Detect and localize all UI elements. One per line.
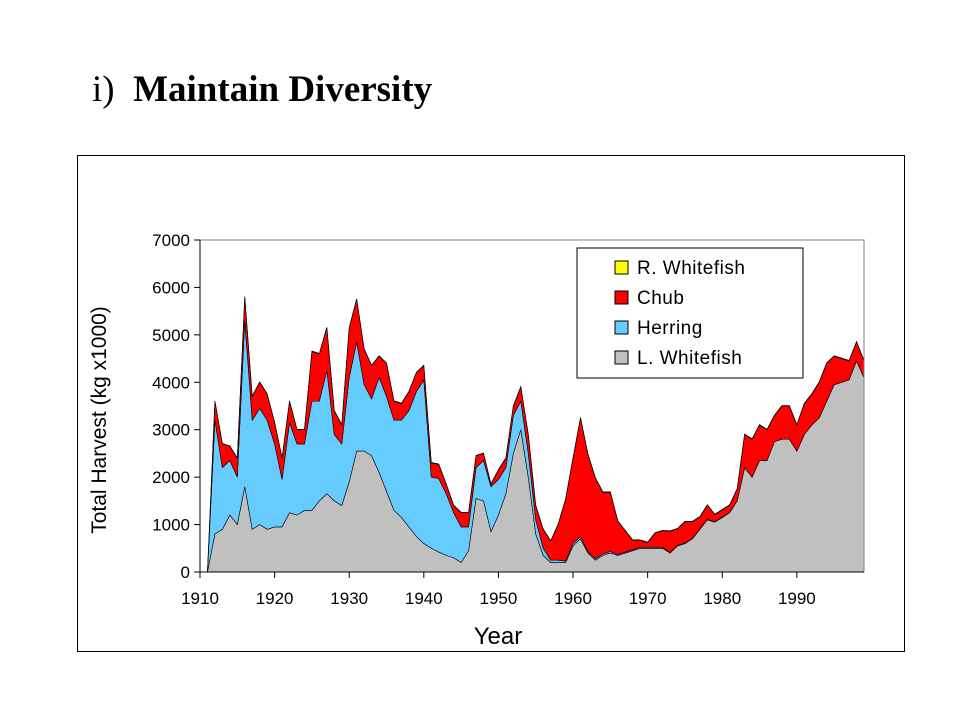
x-tick-label: 1940 — [405, 589, 443, 608]
x-tick-label: 1970 — [629, 589, 667, 608]
y-tick-label: 7000 — [152, 231, 190, 250]
slide-title: i) Maintain Diversity — [92, 68, 432, 111]
x-tick-label: 1960 — [554, 589, 592, 608]
y-tick-label: 0 — [181, 563, 190, 582]
y-tick-label: 5000 — [152, 326, 190, 345]
y-tick-label: 1000 — [152, 516, 190, 535]
legend-label-herring: Herring — [637, 318, 703, 339]
harvest-chart: 0 1000 2000 3000 4000 5000 6000 7000 1910 1920 193… — [88, 231, 865, 650]
x-tick-label: 1990 — [778, 589, 816, 608]
legend-swatch-herring — [614, 320, 629, 335]
y-axis-title: Total Harvest (kg x1000) — [88, 306, 111, 534]
y-tick-label: 3000 — [152, 421, 190, 440]
x-tick-label: 1930 — [330, 589, 368, 608]
legend-label-l-whitefish: L. Whitefish — [637, 348, 742, 369]
slide-number: i) — [92, 69, 115, 110]
legend-swatch-l-whitefish — [614, 350, 629, 365]
y-tick-label: 6000 — [152, 278, 190, 297]
legend-swatch-r-whitefish — [614, 260, 629, 275]
slide-title-text: Maintain Diversity — [133, 69, 433, 110]
y-tick-label: 2000 — [152, 468, 190, 487]
chart-frame: 0 1000 2000 3000 4000 5000 6000 7000 1910 1920 193… — [77, 155, 905, 652]
legend-swatch-chub — [614, 290, 629, 305]
legend-label-r-whitefish: R. Whitefish — [637, 258, 745, 279]
x-tick-label: 1950 — [480, 589, 518, 608]
x-axis-title: Year — [474, 623, 523, 650]
x-tick-label: 1980 — [703, 589, 741, 608]
x-tick-label: 1910 — [181, 589, 219, 608]
x-tick-label: 1920 — [256, 589, 294, 608]
legend-label-chub: Chub — [637, 288, 684, 309]
y-tick-label: 4000 — [152, 373, 190, 392]
